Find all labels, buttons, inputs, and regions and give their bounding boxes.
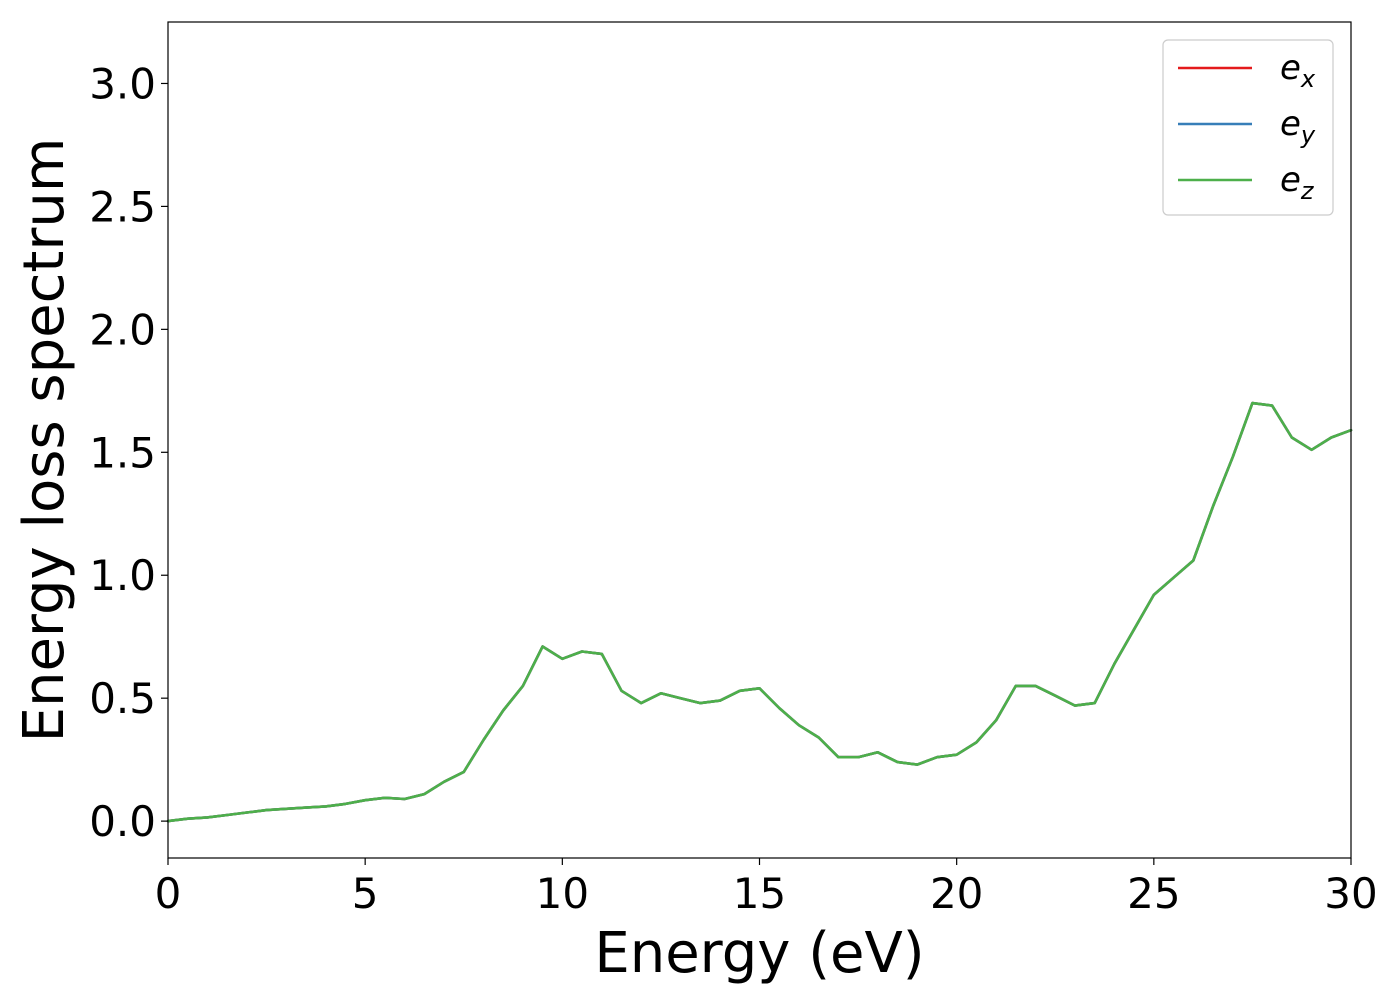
x-tick-label: 25 [1127, 869, 1180, 918]
legend-box [1162, 39, 1334, 216]
x-tick-label: 10 [536, 869, 589, 918]
x-tick-label: 5 [352, 869, 379, 918]
y-tick-label: 0.5 [89, 674, 156, 723]
y-tick-label: 2.0 [89, 305, 156, 354]
x-tick-label: 0 [155, 869, 182, 918]
x-tick-label: 20 [930, 869, 983, 918]
y-tick-label: 0.0 [89, 797, 156, 846]
series-line-ez [166, 401, 1353, 823]
y-tick-label: 2.5 [89, 182, 156, 231]
x-tick-label: 15 [733, 869, 786, 918]
y-tick-label: 1.0 [89, 551, 156, 600]
y-axis: 0.0 0.5 1.0 1.5 2.0 2.5 3.0 [89, 59, 168, 846]
x-tick-label: 30 [1324, 869, 1377, 918]
y-axis-title: Energy loss spectrum [12, 138, 77, 743]
y-tick-label: 1.5 [89, 428, 156, 477]
x-axis: 0 5 10 15 20 25 30 [155, 858, 1378, 918]
y-tick-label: 3.0 [89, 59, 156, 108]
x-axis-title: Energy (eV) [594, 921, 924, 986]
series-layer [166, 401, 1353, 823]
